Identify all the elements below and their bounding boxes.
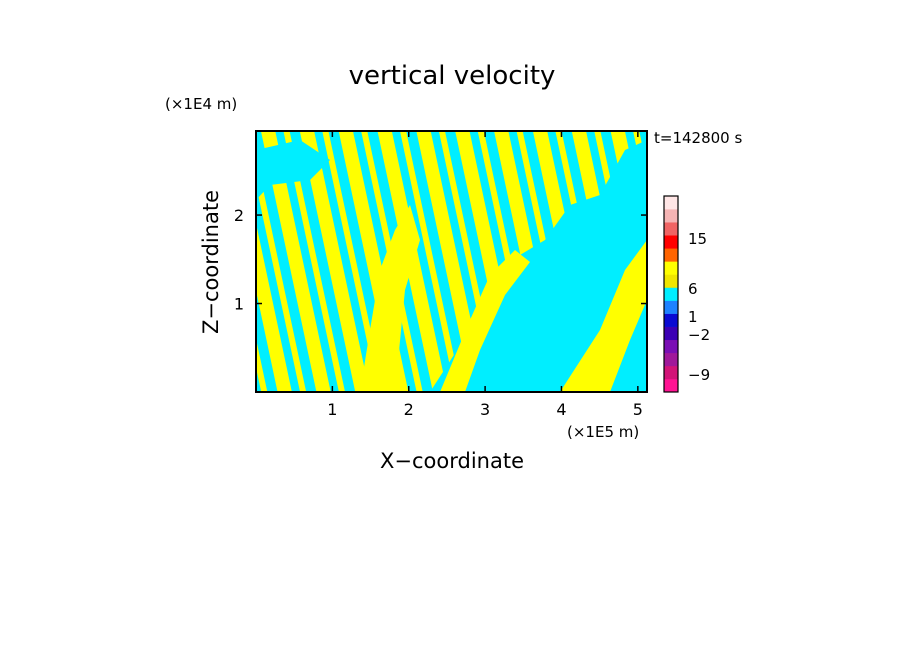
plot-frame: [255, 130, 648, 393]
x-tick-label: 2: [404, 400, 414, 419]
colorbar-segment: [664, 339, 678, 354]
chart-title: vertical velocity: [349, 61, 556, 91]
x-tick-label: 5: [633, 400, 643, 419]
colorbar-segment: [664, 235, 678, 249]
colorbar: 15 6 1−2 −9: [663, 195, 710, 393]
negative-band-upper-left: [256, 140, 330, 200]
y-axis: 12: [234, 206, 647, 314]
colorbar-segment: [664, 365, 678, 380]
colorbar-segment: [664, 274, 678, 288]
y-axis-label: Z−coordinate: [199, 190, 223, 334]
positive-band-diagonal: [440, 250, 530, 392]
positive-strip-right: [560, 240, 647, 392]
colorbar-label: 15: [688, 230, 707, 248]
x-tick-label: 4: [556, 400, 566, 419]
colorbar-label: 6: [688, 280, 698, 298]
plot-area: [256, 131, 647, 392]
x-scale-label: (×1E5 m): [567, 423, 639, 441]
x-axis-label: X−coordinate: [380, 449, 524, 473]
colorbar-segment: [664, 313, 678, 327]
colorbar-segment: [664, 287, 678, 301]
colorbar-label: −2: [688, 326, 710, 344]
x-axis: 1 2 3 4 5: [327, 131, 643, 419]
colorbar-segment: [664, 378, 678, 393]
colorbar-segment: [664, 300, 678, 314]
colorbar-segment: [664, 196, 678, 210]
y-tick-label: 1: [234, 295, 244, 314]
y-tick-label: 2: [234, 206, 244, 225]
colorbar-frame: [663, 195, 679, 393]
colorbar-segment: [664, 326, 678, 341]
y-scale-label: (×1E4 m): [165, 95, 237, 113]
colorbar-segment: [664, 261, 678, 275]
x-tick-label: 3: [480, 400, 490, 419]
colorbar-segment: [664, 222, 678, 236]
colorbar-label: 1: [688, 308, 698, 326]
colorbar-segment: [664, 352, 678, 367]
x-tick-label: 1: [327, 400, 337, 419]
colorbar-label: −9: [688, 366, 710, 384]
colorbar-segment: [664, 209, 678, 223]
positive-band-center: [360, 205, 420, 392]
time-label: t=142800 s: [654, 129, 742, 147]
colorbar-segment: [664, 248, 678, 262]
